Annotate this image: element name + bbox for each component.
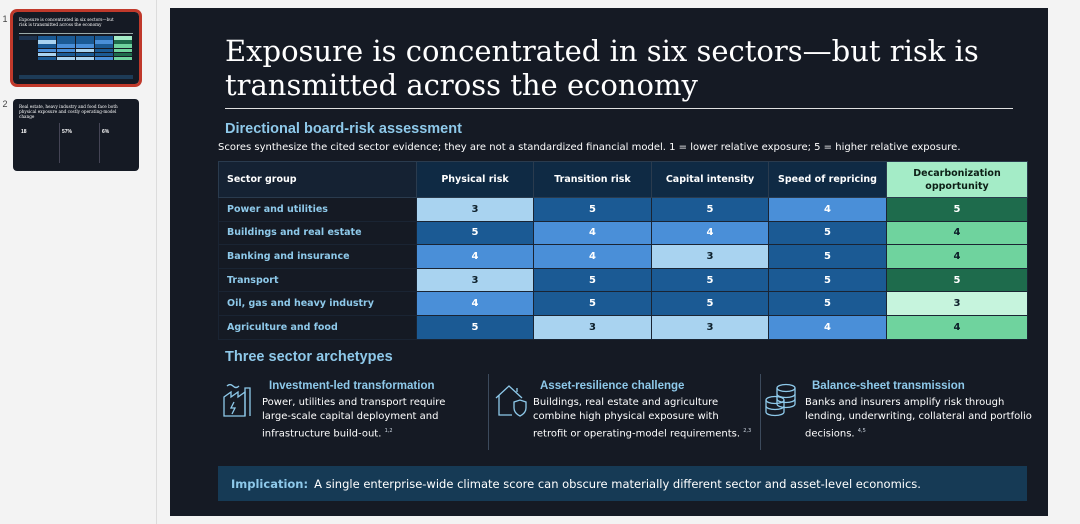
archetype-divider: [760, 374, 761, 450]
section-heading-assessment: Directional board-risk assessment: [225, 121, 462, 137]
archetype-card: Asset-resilience challenge Buildings, re…: [493, 374, 757, 452]
archetype-card: Balance-sheet transmission Banks and ins…: [764, 374, 1034, 452]
risk-score-cell: 3: [651, 314, 769, 340]
opportunity-score-cell: 5: [886, 267, 1028, 293]
risk-score-cell: 5: [768, 267, 887, 293]
slide-thumbnail-pane: 1 Exposure is concentrated in six sector…: [0, 0, 157, 524]
title-divider: [225, 108, 1013, 109]
risk-score-cell: 4: [416, 244, 534, 269]
slide-thumbnail-2[interactable]: Real estate, heavy industry and food fac…: [13, 99, 139, 171]
archetype-divider: [488, 374, 489, 450]
risk-score-cell: 5: [651, 197, 769, 222]
risk-score-cell: 5: [533, 197, 652, 222]
archetype-card: Investment-led transformation Power, uti…: [220, 374, 480, 452]
slide-title: Exposure is concentrated in six sectors—…: [225, 34, 979, 102]
archetype-text: Buildings, real estate and agriculture c…: [533, 397, 752, 440]
table-row: Oil, gas and heavy industry 4 5 5 5 3: [218, 291, 1028, 316]
risk-score-cell: 5: [533, 267, 652, 293]
table-row: Banking and insurance 4 4 3 5 4: [218, 244, 1028, 269]
risk-score-cell: 5: [416, 220, 534, 246]
section-heading-archetypes: Three sector archetypes: [225, 349, 393, 365]
footnote-ref: 1,2: [384, 428, 393, 434]
sector-label: Buildings and real estate: [218, 220, 417, 246]
sector-label: Agriculture and food: [218, 314, 417, 340]
sector-label: Oil, gas and heavy industry: [218, 291, 417, 316]
column-header: Capital intensity: [651, 161, 769, 198]
archetype-text: Power, utilities and transport require l…: [262, 397, 446, 440]
risk-score-cell: 5: [768, 244, 887, 269]
thumbnail-stat: 18: [21, 129, 27, 135]
risk-score-cell: 5: [416, 314, 534, 340]
vertical-scrollbar[interactable]: [1058, 0, 1080, 524]
factory-icon: [223, 383, 251, 417]
thumbnail-title: Real estate, heavy industry and food fac…: [19, 104, 118, 119]
archetype-title: Balance-sheet transmission: [812, 380, 965, 392]
risk-score-cell: 5: [651, 291, 769, 316]
footnote-ref: 4,5: [857, 428, 866, 434]
thumbnail-title: Exposure is concentrated in six sectors—…: [19, 17, 114, 27]
column-header: Physical risk: [416, 161, 534, 198]
risk-score-cell: 4: [533, 220, 652, 246]
thumbnail-column: [59, 123, 93, 163]
archetype-text: Banks and insurers amplify risk through …: [805, 397, 1032, 440]
archetype-title: Asset-resilience challenge: [540, 380, 685, 392]
sector-label: Power and utilities: [218, 197, 417, 222]
table-caption: Scores synthesize the cited sector evide…: [218, 142, 961, 153]
opportunity-score-cell: 4: [886, 244, 1028, 269]
risk-score-cell: 5: [533, 291, 652, 316]
risk-score-cell: 4: [768, 197, 887, 222]
thumbnail-stat: 6%: [102, 129, 110, 135]
risk-score-cell: 3: [651, 244, 769, 269]
opportunity-score-cell: 3: [886, 291, 1028, 316]
risk-score-cell: 4: [416, 291, 534, 316]
coin-stack-icon: [765, 383, 796, 417]
thumbnail-rule: [19, 33, 133, 34]
risk-score-cell: 5: [768, 291, 887, 316]
risk-score-cell: 4: [651, 220, 769, 246]
implication-banner: Implication: A single enterprise-wide cl…: [218, 466, 1027, 501]
column-header: Speed of repricing: [768, 161, 887, 198]
thumbnail-stat: 57%: [62, 129, 73, 135]
archetype-title: Investment-led transformation: [269, 380, 435, 392]
table-row: Transport 3 5 5 5 5: [218, 267, 1028, 293]
table-header-row: Sector group Physical risk Transition ri…: [218, 161, 1028, 198]
implication-text: A single enterprise-wide climate score c…: [314, 476, 921, 491]
thumbnail-table: [19, 36, 133, 62]
thumbnail-number: 1: [2, 14, 8, 24]
risk-score-cell: 4: [768, 314, 887, 340]
risk-score-cell: 3: [416, 197, 534, 222]
thumbnail-column: [99, 123, 133, 163]
risk-score-cell: 4: [533, 244, 652, 269]
sector-label: Transport: [218, 267, 417, 293]
slide-thumbnail-1[interactable]: Exposure is concentrated in six sectors—…: [10, 9, 142, 87]
house-shield-icon: [495, 385, 527, 417]
risk-score-cell: 3: [416, 267, 534, 293]
column-header: Sector group: [218, 161, 417, 198]
opportunity-score-cell: 4: [886, 220, 1028, 246]
footnote-ref: 2,3: [743, 428, 752, 434]
risk-score-cell: 5: [768, 220, 887, 246]
table-row: Power and utilities 3 5 5 4 5: [218, 197, 1028, 222]
sector-label: Banking and insurance: [218, 244, 417, 269]
thumbnail-number: 2: [2, 99, 8, 109]
table-row: Buildings and real estate 5 4 4 5 4: [218, 220, 1028, 246]
risk-score-cell: 5: [651, 267, 769, 293]
risk-assessment-table: Sector group Physical risk Transition ri…: [218, 161, 1028, 340]
risk-score-cell: 3: [533, 314, 652, 340]
table-row: Agriculture and food 5 3 3 4 4: [218, 314, 1028, 340]
opportunity-score-cell: 5: [886, 197, 1028, 222]
opportunity-score-cell: 4: [886, 314, 1028, 340]
column-header: Decarbonization opportunity: [886, 161, 1028, 198]
slide-canvas[interactable]: Exposure is concentrated in six sectors—…: [170, 8, 1048, 516]
implication-label: Implication:: [231, 476, 309, 491]
thumbnail-footer-bar: [19, 75, 133, 79]
column-header: Transition risk: [533, 161, 652, 198]
